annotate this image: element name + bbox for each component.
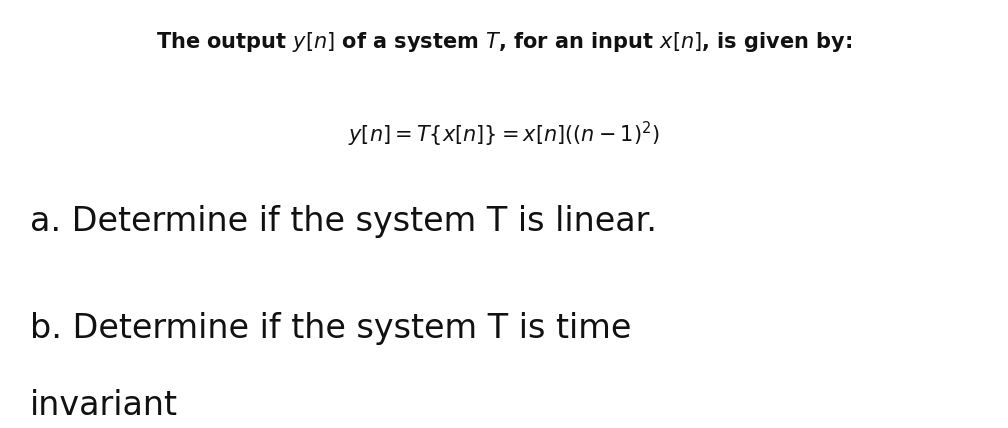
Text: b. Determine if the system T is time: b. Determine if the system T is time: [30, 312, 632, 345]
Text: $y[n] = T\{x[n]\} = x[n]((n - 1)^2)$: $y[n] = T\{x[n]\} = x[n]((n - 1)^2)$: [348, 120, 660, 149]
Text: The output $y[n]$ of a system $T$, for an input $x[n]$, is given by:: The output $y[n]$ of a system $T$, for a…: [156, 30, 852, 54]
Text: a. Determine if the system T is linear.: a. Determine if the system T is linear.: [30, 205, 657, 238]
Text: invariant: invariant: [30, 389, 178, 422]
